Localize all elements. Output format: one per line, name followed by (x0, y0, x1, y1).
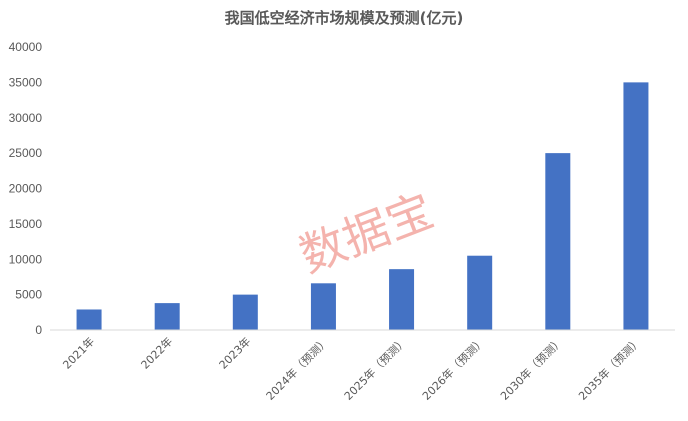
y-axis: 0 5000 10000 15000 20000 25000 30000 35000 40000 (9, 40, 43, 337)
x-tick-label: 2035年（预测） (575, 334, 644, 403)
y-tick-label: 15000 (9, 217, 43, 231)
bar (623, 82, 649, 330)
bar (310, 283, 336, 330)
bar (389, 269, 415, 330)
bar (545, 153, 571, 330)
bar (76, 309, 102, 330)
y-tick-label: 30000 (9, 111, 43, 125)
bar (467, 255, 493, 330)
y-tick-label: 5000 (15, 288, 42, 302)
x-tick-label: 2021年 (60, 334, 97, 371)
y-tick-label: 40000 (9, 40, 43, 54)
y-tick-label: 10000 (9, 252, 43, 266)
watermark-text: 数据宝 (292, 183, 440, 283)
y-tick-label: 0 (35, 323, 42, 337)
chart-title: 我国低空经济市场规模及预测(亿元) (225, 9, 464, 27)
x-tick-label: 2024年（预测） (263, 334, 332, 403)
y-tick-label: 25000 (9, 146, 43, 160)
x-tick-label: 2030年（预测） (497, 334, 566, 403)
y-tick-label: 20000 (9, 182, 43, 196)
y-tick-label: 35000 (9, 75, 43, 89)
bar (154, 303, 180, 330)
bars (76, 82, 649, 330)
x-tick-label: 2023年 (216, 334, 253, 371)
bar (232, 294, 258, 330)
x-tick-label: 2025年（预测） (341, 334, 410, 403)
x-tick-label: 2026年（预测） (419, 334, 488, 403)
x-tick-label: 2022年 (138, 334, 175, 371)
x-axis: 2021年 2022年 2023年 2024年（预测） 2025年（预测） 2026年（预… (60, 334, 644, 403)
